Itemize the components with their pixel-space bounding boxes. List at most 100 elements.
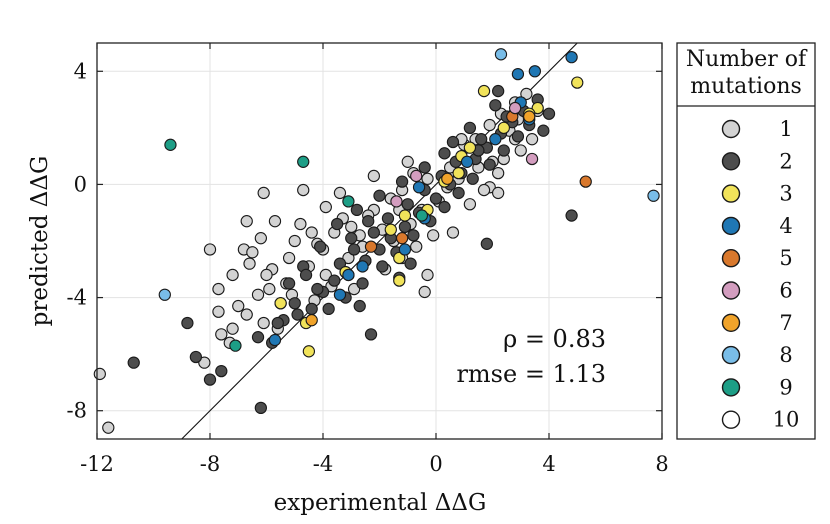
scatter-point-8-mutations [158, 288, 171, 301]
scatter-point-2-mutations [189, 350, 203, 364]
legend-marker-9 [721, 378, 741, 397]
x-tick-label: -4 [313, 452, 333, 476]
scatter-point-1-mutations [319, 200, 332, 214]
scatter-point-3-mutations [531, 101, 544, 115]
scatter-point-6-mutations [525, 152, 539, 166]
legend-items: 1 2 3 4 5 6 7 8 9 10 [721, 117, 799, 432]
scatter-point-3-mutations [398, 209, 412, 222]
scatter-point-2-mutations [333, 257, 347, 270]
scatter-point-2-mutations [376, 260, 389, 273]
scatter-point-1-mutations [491, 166, 505, 180]
scatter-point-2-mutations [251, 331, 265, 344]
scatter-point-1-mutations [347, 282, 361, 296]
legend-label-2: 2 [779, 149, 792, 173]
scatter-point-3-mutations [463, 141, 477, 154]
scatter-point-4-mutations [460, 155, 474, 168]
scatter-point-3-mutations [274, 297, 287, 310]
scatter-point-3-mutations [384, 223, 397, 236]
scatter-point-2-mutations [463, 121, 477, 135]
x-tick-label: 8 [655, 452, 668, 476]
scatter-point-9-mutations [164, 138, 177, 151]
scatter-point-2-mutations [404, 257, 417, 270]
scatter-point-3-mutations [302, 345, 316, 358]
scatter-point-2-mutations [401, 198, 414, 211]
scatter-point-2-mutations [215, 364, 228, 378]
scatter-point-1-mutations [305, 226, 318, 239]
legend-label-9: 9 [779, 375, 792, 399]
scatter-point-1-mutations [246, 246, 259, 259]
scatter-point-1-mutations [212, 282, 225, 296]
scatter-point-2-mutations [311, 282, 324, 296]
plot-frame [96, 42, 663, 440]
legend: Number of mutations 1 2 3 4 5 6 7 8 9 10 [676, 42, 816, 440]
scatter-point-2-mutations [345, 232, 358, 245]
scatter-point-1-mutations [288, 234, 301, 248]
scatter-point-1-mutations [260, 268, 273, 282]
scatter-point-2-mutations [181, 316, 194, 330]
x-tick-label: 4 [542, 452, 555, 476]
legend-label-7: 7 [779, 311, 792, 335]
scatter-point-6-mutations [410, 169, 423, 183]
scatter-point-3-mutations [571, 76, 584, 89]
legend-label-1: 1 [779, 117, 792, 141]
scatter-point-8-mutations [647, 189, 660, 202]
scatter-point-2-mutations [381, 212, 395, 225]
scatter-point-1-mutations [427, 229, 440, 242]
scatter-point-2-mutations [373, 189, 386, 202]
scatter-point-5-mutations [579, 175, 592, 188]
scatter-point-2-mutations [254, 401, 267, 415]
scatter-point-7-mutations [441, 172, 454, 185]
scatter-point-2-mutations [350, 203, 364, 217]
x-axis-label: experimental ΔΔG [274, 490, 487, 516]
scatter-point-3-mutations [497, 121, 510, 135]
scatter-point-2-mutations [480, 237, 493, 250]
scatter-point-4-mutations [565, 50, 578, 64]
scatter-point-2-mutations [291, 308, 304, 321]
legend-label-5: 5 [779, 246, 792, 270]
scatter-point-6-mutations [508, 101, 522, 115]
scatter-point-2-mutations [347, 243, 361, 256]
rho-annotation: ρ = 0.83 [503, 325, 606, 353]
scatter-point-2-mutations [475, 133, 488, 146]
legend-label-4: 4 [779, 214, 792, 238]
scatter-point-2-mutations [364, 328, 378, 341]
legend-marker-10 [721, 410, 741, 429]
scatter-point-3-mutations [477, 84, 491, 98]
scatter-point-3-mutations [393, 251, 406, 265]
scatter-point-2-mutations [497, 144, 510, 157]
scatter-point-2-mutations [127, 356, 140, 369]
scatter-point-1-mutations [345, 220, 358, 234]
scatter-point-2-mutations [429, 192, 443, 205]
scatter-point-1-mutations [212, 305, 225, 318]
scatter-point-4-mutations [412, 181, 426, 194]
axis-ticks: -12 -8 -4 0 4 8 4 0 -4 -8 [67, 43, 669, 476]
scatter-point-1-mutations [319, 268, 332, 282]
x-tick-label: -8 [200, 452, 220, 476]
legend-label-3: 3 [779, 182, 792, 206]
scatter-point-4-mutations [342, 268, 355, 282]
y-tick-label: -8 [67, 399, 87, 423]
scatter-point-1-mutations [268, 215, 282, 228]
rmse-annotation: rmse = 1.13 [456, 360, 606, 388]
scatter-point-1-mutations [483, 118, 496, 132]
scatter-point-7-mutations [523, 110, 536, 123]
legend-marker-6 [721, 281, 741, 300]
scatter-point-2-mutations [489, 99, 502, 112]
scatter-point-3-mutations [393, 274, 406, 287]
scatter-point-4-mutations [268, 333, 282, 347]
legend-label-6: 6 [779, 279, 792, 303]
scatter-point-2-mutations [367, 226, 380, 239]
scatter-point-1-mutations [401, 155, 414, 168]
legend-marker-5 [721, 249, 741, 268]
scatter-point-1-mutations [254, 232, 267, 245]
legend-marker-7 [721, 313, 741, 332]
scatter-point-1-mutations [367, 169, 380, 183]
scatter-point-1-mutations [251, 288, 265, 301]
data-points [93, 48, 660, 434]
scatter-point-2-mutations [511, 130, 525, 143]
scatter-point-1-mutations [243, 257, 256, 270]
scatter-point-1-mutations [418, 285, 431, 299]
scatter-point-1-mutations [257, 316, 270, 330]
scatter-point-1-mutations [520, 87, 533, 101]
